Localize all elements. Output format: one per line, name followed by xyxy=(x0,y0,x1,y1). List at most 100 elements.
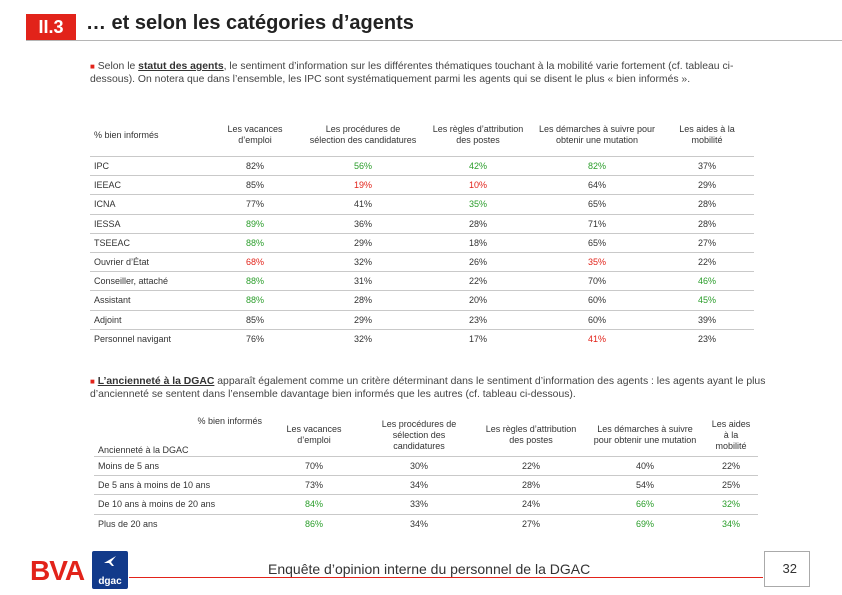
row-label: De 5 ans à moins de 10 ans xyxy=(98,480,211,491)
row-label: IESSA xyxy=(94,218,121,229)
table-cell: 46% xyxy=(697,276,716,287)
table-row: Ouvrier d’État 68% 32% 26% 35% 22% xyxy=(90,252,754,271)
table-cell: 41% xyxy=(353,199,372,210)
table-cell: 29% xyxy=(697,180,716,191)
table-cell: 29% xyxy=(353,314,372,325)
table-cell: 77% xyxy=(245,199,264,210)
table-cell: 41% xyxy=(587,333,606,344)
table-cell: 18% xyxy=(468,237,487,248)
column-header: Les aides à la mobilité xyxy=(679,124,735,145)
column-header: Les règles d’attribution des postes xyxy=(485,424,577,445)
dgac-logo: dgac xyxy=(92,551,128,589)
table-cell: 19% xyxy=(353,180,372,191)
row-label: Moins de 5 ans xyxy=(98,461,160,472)
page-number: 32 xyxy=(782,561,797,576)
corner-label: % bien informés xyxy=(197,416,262,426)
row-label: Assistant xyxy=(94,295,131,306)
table-cell: 68% xyxy=(245,257,264,268)
title-divider xyxy=(26,40,842,41)
table-row: ICNA 77% 41% 35% 65% 28% xyxy=(90,194,754,214)
table-cell: 34% xyxy=(409,518,428,529)
row-label: Ouvrier d’État xyxy=(94,257,150,268)
table-row: De 10 ans à moins de 20 ans 84% 33% 24% 66% 3… xyxy=(94,494,758,514)
table-cell: 56% xyxy=(353,161,372,172)
table-cell: 28% xyxy=(521,480,540,491)
table-cell: 20% xyxy=(468,295,487,306)
table-cell: 26% xyxy=(468,257,487,268)
table-cell: 39% xyxy=(697,314,716,325)
footer-caption: Enquête d’opinion interne du personnel d… xyxy=(268,561,591,577)
page-title: … et selon les catégories d’agents xyxy=(86,12,414,34)
plane-icon xyxy=(104,556,116,566)
table-cell: 32% xyxy=(721,499,740,510)
table-cell: 32% xyxy=(353,333,372,344)
table-row: Moins de 5 ans 70% 30% 22% 40% 22% xyxy=(94,456,758,476)
table-by-seniority: % bien informés Ancienneté à la DGAC Les… xyxy=(94,414,758,533)
table-cell: 23% xyxy=(468,314,487,325)
seniority-paragraph: ■ L’ancienneté à la DGAC apparaît égalem… xyxy=(90,376,766,400)
table-cell: 76% xyxy=(245,333,264,344)
table-row: IESSA 89% 36% 28% 71% 28% xyxy=(90,214,754,233)
column-header: Les procédures de sélection des candidat… xyxy=(381,418,457,451)
footer-divider xyxy=(129,577,763,578)
table-cell: 25% xyxy=(721,480,740,491)
intro-paragraph: ■ Selon le statut des agents, le sentime… xyxy=(90,61,734,85)
table-cell: 27% xyxy=(521,518,540,529)
table-row: TSEEAC 88% 29% 18% 65% 27% xyxy=(90,233,754,252)
column-header: Les aides à la mobilité xyxy=(711,418,751,451)
table-row: Assistant 88% 28% 20% 60% 45% xyxy=(90,290,754,310)
table-cell: 32% xyxy=(353,257,372,268)
row-label: Personnel navigant xyxy=(94,333,172,344)
table-cell: 71% xyxy=(587,218,606,229)
row-label: Adjoint xyxy=(94,314,122,325)
column-header: Les démarches à suivre pour obtenir une … xyxy=(593,424,697,445)
table-cell: 85% xyxy=(245,314,264,325)
table-row: Adjoint 85% 29% 23% 60% 39% xyxy=(90,310,754,329)
corner-row-label: Ancienneté à la DGAC xyxy=(98,445,189,455)
table-cell: 28% xyxy=(697,218,716,229)
table-cell: 86% xyxy=(304,518,323,529)
table-cell: 34% xyxy=(721,518,740,529)
row-label: TSEEAC xyxy=(94,237,131,248)
bullet-icon: ■ xyxy=(90,62,95,71)
table-cell: 88% xyxy=(245,295,264,306)
table-row: IPC 82% 56% 42% 82% 37% xyxy=(90,156,754,176)
table-cell: 69% xyxy=(635,518,654,529)
table-corner: % bien informés Ancienneté à la DGAC xyxy=(94,414,266,457)
table-cell: 27% xyxy=(697,237,716,248)
table-cell: 54% xyxy=(635,480,654,491)
table-cell: 60% xyxy=(587,295,606,306)
table-cell: 33% xyxy=(409,499,428,510)
row-label: ICNA xyxy=(94,199,116,210)
table-cell: 40% xyxy=(635,461,654,472)
table-row: Conseiller, attaché 88% 31% 22% 70% 46% xyxy=(90,271,754,291)
table-cell: 31% xyxy=(353,276,372,287)
row-label: De 10 ans à moins de 20 ans xyxy=(98,499,216,510)
table-cell: 66% xyxy=(635,499,654,510)
column-header: Les vacances d’emploi xyxy=(227,124,283,145)
table-cell: 45% xyxy=(697,295,716,306)
row-label: IEEAC xyxy=(94,180,122,191)
table-cell: 22% xyxy=(721,461,740,472)
table-cell: 22% xyxy=(468,276,487,287)
table-cell: 88% xyxy=(245,276,264,287)
row-label: IPC xyxy=(94,161,110,172)
table-cell: 35% xyxy=(587,257,606,268)
table-cell: 82% xyxy=(587,161,606,172)
table-cell: 88% xyxy=(245,237,264,248)
table-row: De 5 ans à moins de 10 ans 73% 34% 28% 54% 25… xyxy=(94,475,758,495)
column-header: Les règles d’attribution des postes xyxy=(432,124,524,145)
table-corner: % bien informés xyxy=(94,129,159,140)
table-cell: 84% xyxy=(304,499,323,510)
table-cell: 22% xyxy=(521,461,540,472)
column-header: Les démarches à suivre pour obtenir une … xyxy=(538,124,656,145)
table-cell: 34% xyxy=(409,480,428,491)
table-cell: 89% xyxy=(245,218,264,229)
table-row: Personnel navigant 76% 32% 17% 41% 23% xyxy=(90,329,754,348)
table-cell: 24% xyxy=(521,499,540,510)
table-cell: 35% xyxy=(468,199,487,210)
table-cell: 29% xyxy=(353,237,372,248)
table-row: IEEAC 85% 19% 10% 64% 29% xyxy=(90,175,754,195)
table-cell: 22% xyxy=(697,257,716,268)
table-cell: 17% xyxy=(468,333,487,344)
